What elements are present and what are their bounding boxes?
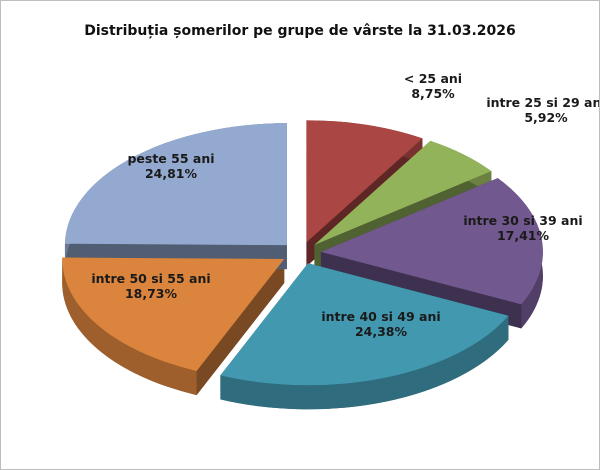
value-label: 24,38% [354, 324, 408, 339]
slice-label: intre 40 si 49 ani [321, 309, 441, 324]
value-label: 5,92% [524, 110, 568, 125]
slice [62, 257, 285, 372]
slice-label: peste 55 ani [127, 151, 215, 166]
slice-wall [62, 257, 197, 396]
slice [64, 123, 287, 246]
slice-label: intre 50 si 55 ani [91, 271, 211, 286]
slice [306, 120, 423, 243]
slice-side [196, 258, 285, 396]
value-label: 8,75% [411, 86, 455, 101]
chart-title: Distribuția șomerilor pe grupe de vârste… [84, 23, 516, 39]
slice-label: < 25 ani [403, 71, 463, 86]
value-label: 24,81% [144, 166, 198, 181]
value-label: 18,73% [124, 286, 178, 301]
value-label: 17,41% [496, 228, 550, 243]
slice [220, 263, 509, 386]
slice-label: intre 30 si 39 ani [463, 213, 583, 228]
slice-wall [220, 315, 509, 410]
slice-label: intre 25 si 29 ani [486, 95, 600, 110]
slice [320, 178, 543, 305]
slice [314, 140, 492, 245]
